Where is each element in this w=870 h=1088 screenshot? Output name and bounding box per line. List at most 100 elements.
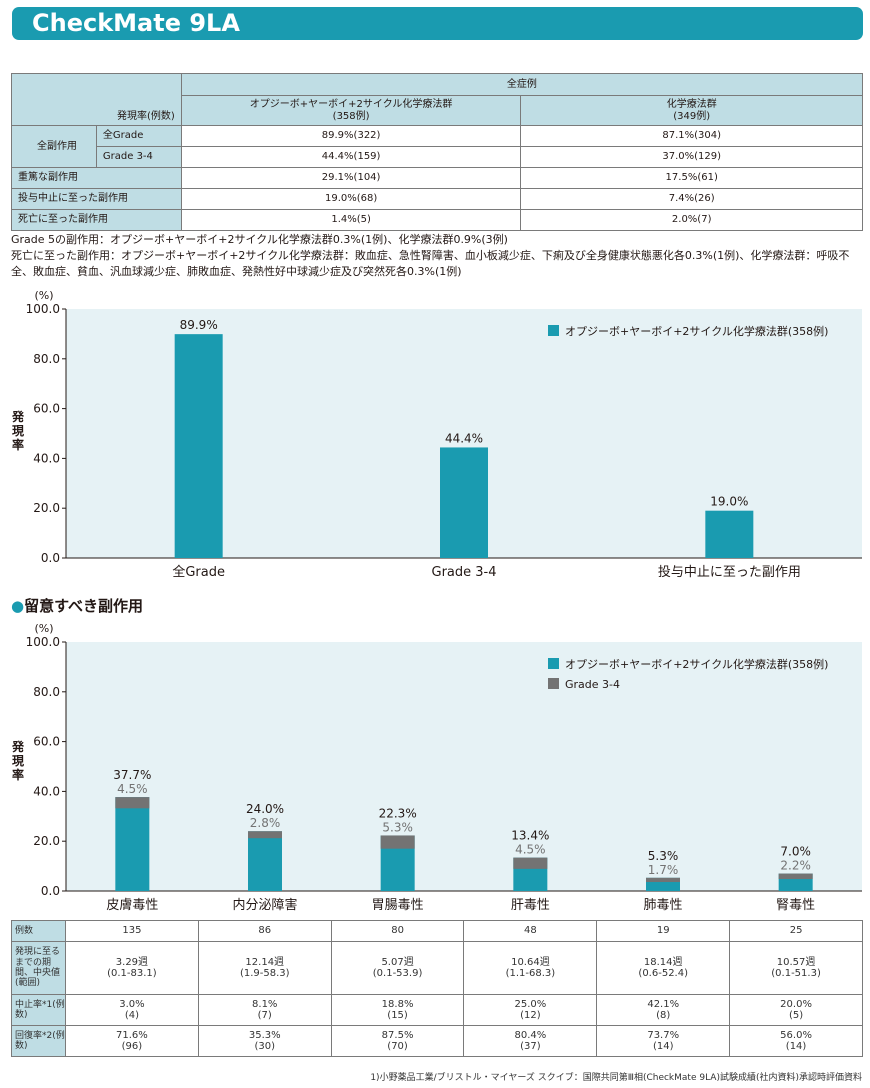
table-cell: 7.4%(26) <box>520 188 863 210</box>
bar <box>440 447 488 558</box>
data-label-grade34: 2.2% <box>780 859 811 873</box>
table-cell: 1.4%(5) <box>180 209 522 231</box>
row-label: 発現に至るまでの期間、中央値(範囲) <box>11 941 66 995</box>
table-cell: 71.6% (96) <box>65 1025 199 1057</box>
y-tick-label: 0.0 <box>41 551 60 565</box>
table-cell: 10.64週 (1.1-68.3) <box>463 941 598 995</box>
table-cell: 35.3% (30) <box>197 1025 332 1057</box>
note-grade5: Grade 5の副作用：オプジーボ+ヤーボイ+2サイクル化学療法群0.3%(1例… <box>11 233 508 246</box>
data-label: 22.3% <box>379 806 417 820</box>
table-cell: 25.0% (12) <box>463 994 598 1026</box>
x-tick-label: 内分泌障害 <box>232 897 297 913</box>
x-tick-label: 全Grade <box>172 564 225 580</box>
data-label-grade34: 1.7% <box>648 863 679 877</box>
y-tick-label: 20.0 <box>33 834 60 848</box>
bar <box>248 831 282 891</box>
section-heading: ●留意すべき副作用 <box>11 597 144 615</box>
bar-grade34 <box>778 873 813 880</box>
row-group-all: 全副作用 <box>11 125 97 168</box>
header-col1: オプジーボ+ヤーボイ+2サイクル化学療法群 (358例) <box>180 95 522 126</box>
bar <box>115 797 150 891</box>
data-label: 7.0% <box>780 845 811 859</box>
page-title: CheckMate 9LA <box>12 7 863 40</box>
legend-swatch <box>548 678 559 689</box>
y-tick-label: 60.0 <box>33 402 60 416</box>
legend-label: Grade 3-4 <box>565 678 620 691</box>
x-tick-label: 胃腸毒性 <box>372 898 424 913</box>
table-cell: 48 <box>463 920 598 942</box>
data-label: 5.3% <box>648 849 679 863</box>
y-tick-label: 80.0 <box>33 352 60 366</box>
bar-grade34 <box>380 835 415 849</box>
row-label: 死亡に至った副作用 <box>11 209 182 231</box>
y-axis-label-char: 率 <box>12 437 24 452</box>
x-tick-label: 腎毒性 <box>776 898 815 913</box>
table-cell: 17.5%(61) <box>520 167 863 189</box>
data-label-grade34: 2.8% <box>250 816 281 830</box>
legend-swatch <box>548 325 559 336</box>
legend-label: オプジーボ+ヤーボイ+2サイクル化学療法群(358例) <box>565 324 828 338</box>
y-tick-label: 60.0 <box>33 735 60 749</box>
plot-area <box>66 642 862 891</box>
table-cell: 135 <box>65 920 199 942</box>
note-death: 死亡に至った副作用：オプジーボ+ヤーボイ+2サイクル化学療法群：敗血症、急性腎障… <box>11 249 850 278</box>
table-cell: 56.0% (14) <box>729 1025 863 1057</box>
table-cell: 80 <box>330 920 465 942</box>
table-cell: 19 <box>596 920 731 942</box>
table-cell: 44.4%(159) <box>180 146 522 168</box>
reference-footer: 1)小野薬品工業/ブリストル・マイヤーズ スクイブ：国際共同第Ⅲ相(CheckM… <box>370 1073 862 1083</box>
y-tick-label: 100.0 <box>26 635 60 649</box>
table-cell: 42.1% (8) <box>596 994 731 1026</box>
y-tick-label: 20.0 <box>33 501 60 515</box>
table-cell: 80.4% (37) <box>463 1025 598 1057</box>
x-tick-label: 肺毒性 <box>643 898 682 913</box>
y-tick-label: 0.0 <box>41 884 60 898</box>
row-label: 回復率*2(例数) <box>11 1025 66 1057</box>
table-cell: 87.5% (70) <box>330 1025 465 1057</box>
chart-special-ae: 0.020.040.060.080.0100.0(%)発現率4.5%37.7%皮… <box>11 622 862 913</box>
header-rate: 発現率(例数) <box>11 73 182 126</box>
y-unit-label: (%) <box>34 622 53 635</box>
bullet-icon: ● <box>11 597 25 615</box>
table-cell: 3.29週 (0.1-83.1) <box>65 941 199 995</box>
row-label: 全Grade <box>95 125 182 147</box>
special-ae-table: 例数 135 86 80 48 19 25 発現に至るまでの期間、中央値(範囲) 3.29週 (0… <box>11 920 863 1057</box>
data-label: 24.0% <box>246 802 284 816</box>
row-label: 投与中止に至った副作用 <box>11 188 182 210</box>
table-cell: 18.8% (15) <box>330 994 465 1026</box>
bar-grade34 <box>646 877 680 883</box>
table-cell: 19.0%(68) <box>180 188 522 210</box>
x-tick-label: 肝毒性 <box>511 898 550 913</box>
table-cell: 29.1%(104) <box>180 167 522 189</box>
row-label: 重篤な副作用 <box>11 167 182 189</box>
x-tick-label: 投与中止に至った副作用 <box>658 564 801 580</box>
adverse-events-table: 発現率(例数) 全症例 オプジーボ+ヤーボイ+2サイクル化学療法群 (358例) … <box>11 73 864 231</box>
table-cell: 2.0%(7) <box>520 209 863 231</box>
table-cell: 89.9%(322) <box>180 125 522 147</box>
y-axis-label-char: 現 <box>12 754 24 768</box>
table-cell: 8.1% (7) <box>197 994 332 1026</box>
data-label: 19.0% <box>710 495 748 509</box>
table-cell: 3.0% (4) <box>65 994 199 1026</box>
bar <box>705 510 754 558</box>
bar <box>174 334 223 558</box>
table-cell: 5.07週 (0.1-53.9) <box>330 941 465 995</box>
row-label: 中止率*1(例数) <box>11 994 66 1026</box>
table-cell: 18.14週 (0.6-52.4) <box>596 941 731 995</box>
chart-overall: 0.0 20.0 40.0 60.0 80.0 100.0(%) 発現率 89.9% 全Grad… <box>11 289 862 580</box>
data-label-grade34: 4.5% <box>117 782 148 796</box>
table-cell: 86 <box>197 920 332 942</box>
table-cell: 87.1%(304) <box>520 125 863 147</box>
table-cell: 12.14週 (1.9-58.3) <box>197 941 332 995</box>
y-tick-label: 40.0 <box>33 451 60 465</box>
table-cell: 10.57週 (0.1-51.3) <box>729 941 863 995</box>
legend-swatch <box>548 658 559 669</box>
x-tick-label: 皮膚毒性 <box>106 897 158 913</box>
data-label: 37.7% <box>113 768 151 782</box>
row-label: Grade 3-4 <box>95 146 182 168</box>
y-axis-label-char: 現 <box>12 424 24 438</box>
table-cell: 20.0% (5) <box>729 994 863 1026</box>
y-tick-label: 80.0 <box>33 685 60 699</box>
bar-grade34 <box>248 831 282 839</box>
footnotes: Grade 5の副作用：オプジーボ+ヤーボイ+2サイクル化学療法群0.3%(1例… <box>11 232 863 280</box>
